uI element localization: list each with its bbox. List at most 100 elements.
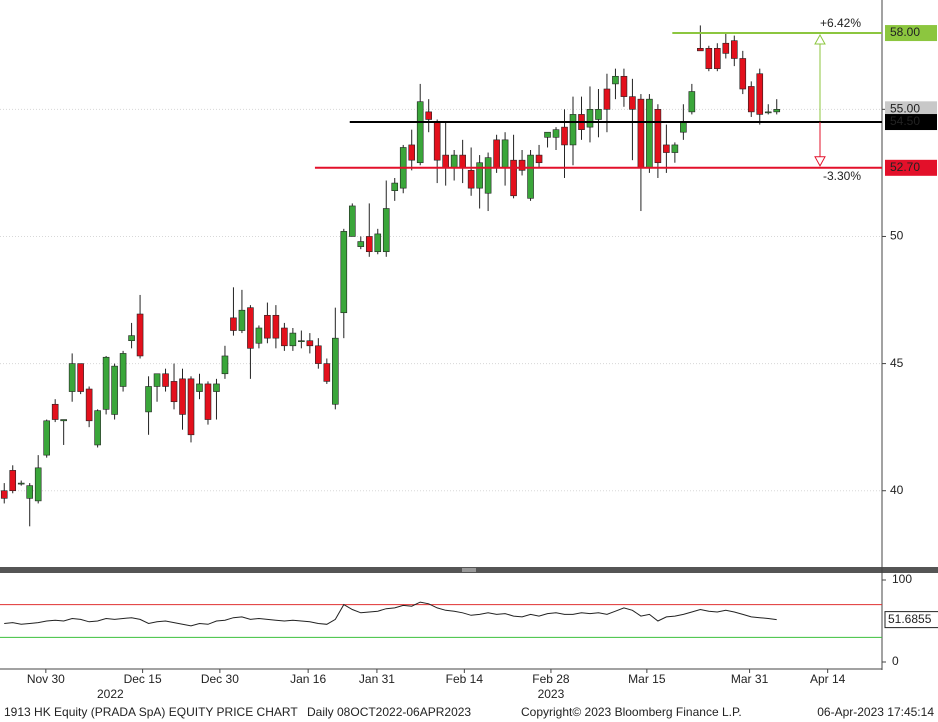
candle-body xyxy=(535,154,543,164)
candle-body xyxy=(425,111,432,120)
candle-body xyxy=(722,42,730,54)
candle-body xyxy=(714,48,721,69)
x-tick-label: Feb 14 xyxy=(446,672,484,686)
x-tick-label: Mar 15 xyxy=(628,672,666,686)
last-value-box xyxy=(884,611,938,629)
candle-body xyxy=(773,109,781,113)
y-tick-label: 40 xyxy=(890,483,904,497)
candle-body xyxy=(187,378,195,436)
candle-body xyxy=(595,109,602,120)
x-tick-label: Mar 31 xyxy=(731,672,769,686)
candle-body xyxy=(484,157,492,194)
candle-body xyxy=(170,381,178,403)
candle-body xyxy=(518,159,526,171)
footer-timestamp: 06-Apr-2023 17:45:14 xyxy=(817,705,934,719)
x-tick-label: Apr 14 xyxy=(810,672,846,686)
candle-body xyxy=(128,335,135,342)
candle-body xyxy=(739,58,747,90)
candle-body xyxy=(527,154,534,199)
candle-body xyxy=(612,75,619,85)
candle-body xyxy=(68,363,76,392)
candle-body xyxy=(654,109,662,164)
candle-body xyxy=(442,154,449,169)
candle-body xyxy=(153,373,161,387)
x-tick-label: Dec 15 xyxy=(124,672,162,686)
candle-body xyxy=(501,139,509,169)
candle-body xyxy=(586,109,594,128)
candle-body xyxy=(60,419,67,422)
candle-body xyxy=(493,139,500,169)
candle-body xyxy=(0,490,8,499)
x-tick-label: Jan 16 xyxy=(290,672,326,686)
candle-body xyxy=(255,327,263,344)
last-value-label: 51.6855 xyxy=(888,612,932,626)
candle-body xyxy=(111,365,118,415)
level-label-box xyxy=(885,159,937,176)
candle-body xyxy=(85,388,93,422)
candle-body xyxy=(162,373,169,387)
candle-body xyxy=(620,75,628,97)
candle-body xyxy=(17,482,25,485)
candle-body xyxy=(382,208,390,253)
footer-range: Daily 08OCT2022-06APR2023 xyxy=(307,705,471,719)
candle-body xyxy=(552,129,560,138)
level-label: 52.70 xyxy=(890,160,920,174)
level-label-box xyxy=(885,114,937,131)
candle-body xyxy=(315,345,322,364)
candle-body xyxy=(697,48,704,52)
candle-body xyxy=(705,48,713,69)
separator-handle xyxy=(462,568,476,572)
candle-body xyxy=(247,307,254,349)
candle-body xyxy=(34,467,42,502)
candle-body xyxy=(569,114,577,146)
candle-body xyxy=(348,205,356,237)
candle-body xyxy=(671,144,679,153)
candle-body xyxy=(204,383,212,420)
y-tick-label: 100 xyxy=(892,572,912,586)
level-label-box xyxy=(885,25,937,42)
candle-body xyxy=(374,233,382,253)
candle-body xyxy=(467,170,475,189)
y-tick-label: 0 xyxy=(892,654,899,668)
candle-body xyxy=(332,337,339,405)
candle-body xyxy=(136,313,144,357)
candle-body xyxy=(196,383,203,392)
footer-title: 1913 HK Equity (PRADA SpA) EQUITY PRICE … xyxy=(4,705,298,719)
candle-body xyxy=(238,309,246,331)
candle-body xyxy=(77,363,84,392)
candle-body xyxy=(281,327,288,347)
arrow-head xyxy=(814,34,826,45)
candle-body xyxy=(264,314,271,339)
year-label: 2023 xyxy=(538,687,565,701)
level-label: 58.00 xyxy=(890,25,920,39)
tick-label-box xyxy=(885,101,937,118)
candle-body xyxy=(680,121,687,133)
candle-body xyxy=(433,121,441,161)
candle-body xyxy=(289,332,297,347)
candle-body xyxy=(688,91,696,113)
x-tick-label: Jan 31 xyxy=(359,672,395,686)
candle-body xyxy=(544,131,551,138)
candle-body xyxy=(416,101,424,164)
footer-copyright: Copyright© 2023 Bloomberg Finance L.P. xyxy=(521,705,742,719)
candle-body xyxy=(340,231,348,314)
x-tick-label: Feb 28 xyxy=(532,672,570,686)
arrow-head xyxy=(814,156,826,167)
y-tick-label: 45 xyxy=(890,356,904,370)
x-tick-label: Nov 30 xyxy=(27,672,65,686)
candle-body xyxy=(476,162,483,189)
y-tick-label: 50 xyxy=(890,229,904,243)
candle-body xyxy=(230,317,237,331)
candle-body xyxy=(179,378,186,415)
candle-body xyxy=(43,420,50,456)
level-label: 54.50 xyxy=(890,114,920,128)
x-tick-label: Dec 30 xyxy=(201,672,239,686)
candle-body xyxy=(26,485,34,499)
candle-body xyxy=(102,356,110,410)
change-label: +6.42% xyxy=(820,16,861,30)
candle-body xyxy=(603,88,611,110)
candle-body xyxy=(94,410,101,446)
